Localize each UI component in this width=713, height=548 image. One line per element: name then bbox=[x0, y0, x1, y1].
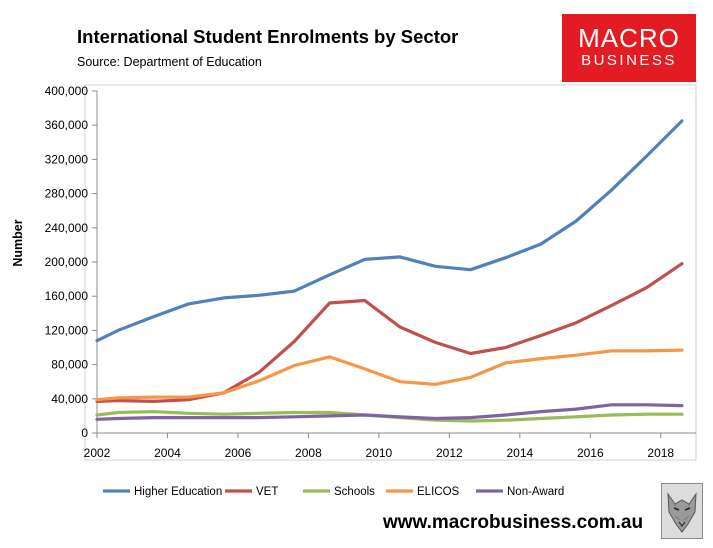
x-tick-label: 2018 bbox=[647, 446, 674, 460]
wolf-emblem-icon bbox=[661, 483, 703, 539]
legend-label-higher-education: Higher Education bbox=[134, 486, 222, 498]
logo-text-macro: MACRO bbox=[578, 23, 680, 53]
x-tick-label: 2002 bbox=[84, 446, 111, 460]
plot-frame bbox=[84, 84, 697, 461]
y-tick-label: 200,000 bbox=[45, 255, 89, 269]
y-tick-label: 120,000 bbox=[45, 323, 89, 337]
y-tick-label: 40,000 bbox=[51, 392, 88, 406]
legend-label-vet: VET bbox=[256, 486, 278, 498]
y-tick-label: 320,000 bbox=[45, 152, 89, 166]
series-line-vet bbox=[95, 262, 684, 403]
legend-label-elicos: ELICOS bbox=[417, 486, 460, 498]
x-tick-label: 2008 bbox=[295, 446, 322, 460]
y-tick-label: 360,000 bbox=[45, 118, 89, 132]
y-tick-label: 400,000 bbox=[45, 84, 89, 98]
series-line-higher-education bbox=[95, 119, 684, 343]
y-axis-title: Number bbox=[11, 219, 25, 266]
x-tick-label: 2016 bbox=[577, 446, 604, 460]
x-tick-label: 2014 bbox=[506, 446, 533, 460]
y-tick-label: 240,000 bbox=[45, 221, 89, 235]
legend-label-non-award: Non-Award bbox=[507, 486, 564, 498]
legend-label-schools: Schools bbox=[334, 486, 375, 498]
macrobusiness-logo[interactable]: MACRO BUSINESS bbox=[562, 14, 696, 82]
chart-title: International Student Enrolments by Sect… bbox=[77, 26, 459, 47]
y-tick-label: 160,000 bbox=[45, 289, 89, 303]
footer-website-link[interactable]: www.macrobusiness.com.au bbox=[383, 512, 644, 533]
y-tick-label: 0 bbox=[81, 426, 88, 440]
x-tick-label: 2006 bbox=[225, 446, 252, 460]
x-tick-label: 2004 bbox=[154, 446, 181, 460]
chart-source: Source: Department of Education bbox=[77, 55, 262, 69]
y-tick-label: 280,000 bbox=[45, 187, 89, 201]
logo-text-business: BUSINESS bbox=[581, 52, 677, 69]
series-line-non-award bbox=[95, 403, 684, 421]
x-tick-label: 2010 bbox=[366, 446, 393, 460]
series-line-elicos bbox=[95, 348, 684, 402]
x-tick-label: 2012 bbox=[436, 446, 463, 460]
y-tick-label: 80,000 bbox=[51, 358, 88, 372]
